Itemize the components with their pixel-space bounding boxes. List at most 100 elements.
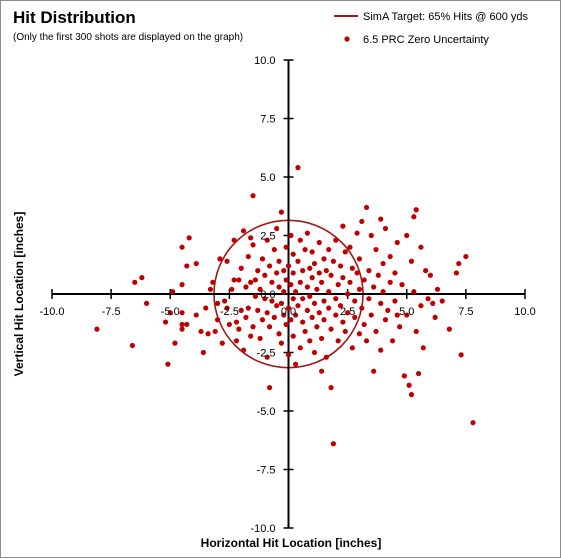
hit-point [212, 328, 218, 335]
hit-point [382, 317, 389, 323]
hit-point [363, 204, 370, 211]
hit-point [300, 268, 306, 274]
hit-point [224, 258, 230, 264]
hit-point [330, 258, 337, 264]
hit-point [356, 256, 363, 262]
hit-point [408, 258, 415, 264]
hit-point [458, 352, 464, 358]
hit-point [229, 286, 235, 292]
hit-point [285, 305, 292, 311]
hit-point [186, 235, 192, 241]
hit-point [439, 298, 445, 304]
hit-point [326, 305, 332, 311]
hit-point [167, 310, 173, 316]
hit-point [321, 317, 327, 323]
hit-point [300, 296, 306, 302]
x-tick-label: 0.0 [281, 306, 296, 318]
hit-point [269, 298, 275, 304]
hit-point [179, 321, 185, 328]
hit-point [179, 282, 185, 288]
hit-point [236, 277, 242, 283]
hit-point [179, 326, 185, 332]
hit-point [288, 317, 294, 323]
hit-point [354, 230, 360, 236]
hit-point [389, 338, 396, 344]
hit-point [352, 298, 358, 304]
hit-point [307, 293, 313, 299]
hit-point [245, 305, 251, 311]
x-tick-label: -10.0 [39, 306, 64, 318]
hit-point [375, 272, 381, 278]
hit-point [139, 275, 145, 281]
hit-point [262, 272, 268, 278]
hit-point [207, 286, 214, 292]
hit-point [333, 312, 339, 318]
hit-point [219, 340, 225, 346]
hit-point [240, 347, 247, 353]
hit-point [326, 289, 332, 295]
hit-point [266, 263, 273, 269]
hit-point [340, 275, 346, 281]
hit-point [233, 338, 240, 344]
hit-point [276, 284, 282, 290]
hit-point [411, 289, 417, 295]
hit-point [463, 253, 469, 260]
hit-point [311, 260, 318, 267]
hit-point [297, 345, 303, 351]
legend-target-label: SimA Target: 65% Hits @ 600 yds [363, 11, 529, 23]
y-tick-label: -7.5 [257, 465, 276, 477]
hit-point [340, 319, 346, 325]
x-tick-label: 10.0 [514, 306, 535, 318]
hit-point [278, 209, 285, 215]
hit-point [179, 244, 185, 250]
hit-point [363, 338, 370, 344]
hit-point [378, 300, 384, 306]
hit-point [290, 333, 296, 339]
y-tick-label: 10.0 [254, 55, 275, 67]
hit-point [333, 296, 339, 302]
hit-point [214, 317, 221, 323]
hit-point [418, 244, 424, 250]
hit-point [425, 296, 431, 302]
hit-point [413, 328, 419, 335]
hit-point [300, 319, 306, 325]
hit-point [193, 312, 199, 318]
hit-point [309, 314, 315, 320]
hit-point [170, 289, 176, 295]
hit-point [456, 260, 462, 267]
hit-point [361, 277, 367, 283]
hit-point [295, 258, 301, 264]
hit-point [406, 382, 412, 388]
hit-point [179, 310, 185, 316]
hit-point [356, 286, 363, 292]
hit-point [240, 228, 247, 234]
hit-point [316, 239, 322, 246]
hit-point [397, 324, 403, 330]
hit-point [378, 347, 384, 353]
hit-point [359, 218, 365, 225]
hit-point [172, 340, 178, 346]
hit-point [373, 328, 379, 335]
hit-point [281, 289, 287, 295]
hit-point [309, 249, 315, 255]
hit-point [427, 272, 433, 278]
hit-point [250, 242, 256, 248]
hit-point [366, 296, 372, 302]
hit-point [307, 265, 313, 271]
hit-point [250, 324, 256, 330]
hit-point [328, 385, 334, 391]
hit-point [274, 270, 280, 276]
labels-layer: -10.0 -7.5 -5.0 -2.5 0.0 2.5 5.0 7.5 10.0 10.0 7.5… [39, 55, 535, 535]
hit-point [295, 165, 301, 171]
hit-point [266, 324, 273, 330]
hit-point [328, 272, 334, 278]
hit-point [271, 246, 277, 253]
y-tick-label: 0.0 [260, 289, 275, 301]
hit-point [276, 258, 282, 264]
hit-point [311, 349, 318, 356]
hit-point [184, 321, 190, 328]
chart-subtitle: (Only the first 300 shots are displayed … [13, 32, 244, 43]
hit-point [323, 268, 329, 274]
x-tick-label: -7.5 [102, 306, 121, 318]
hit-point [255, 307, 261, 313]
